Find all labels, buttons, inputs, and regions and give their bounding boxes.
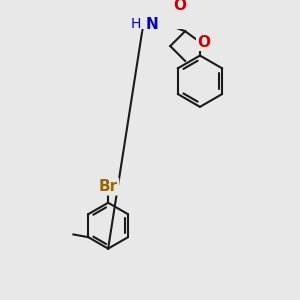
Text: Br: Br — [99, 179, 118, 194]
Text: H: H — [130, 17, 140, 32]
Text: N: N — [146, 17, 159, 32]
Text: O: O — [173, 0, 186, 13]
Text: O: O — [197, 34, 211, 50]
